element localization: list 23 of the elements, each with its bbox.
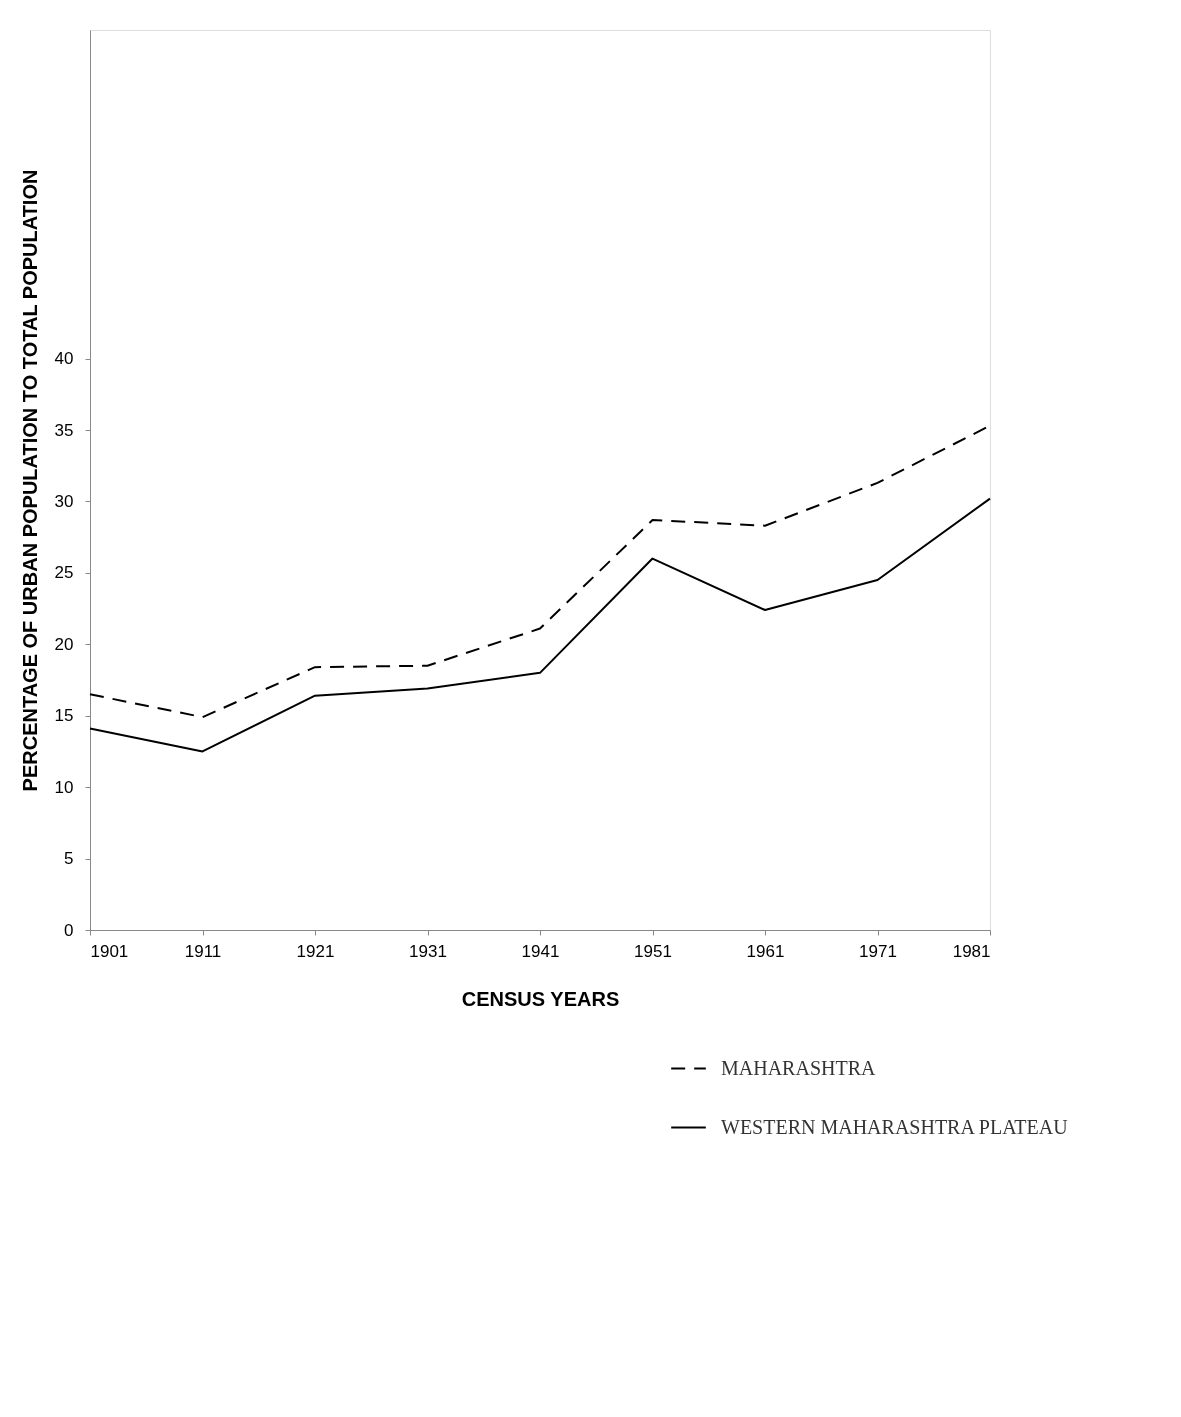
- legend-label: MAHARASHTRA: [721, 1056, 877, 1079]
- y-tick-label: 20: [54, 634, 74, 654]
- x-tick-label: 1961: [746, 941, 785, 961]
- x-tick-label: 1911: [184, 941, 222, 961]
- line-series: [89, 497, 991, 753]
- x-tick-label: 1951: [634, 941, 672, 961]
- y-tick-label: 5: [64, 849, 74, 869]
- x-tick-label: 1981: [952, 941, 991, 961]
- y-axis-title: PERCENTAGE OF URBAN POPULATION TO TOTAL POPULATION: [18, 169, 41, 792]
- x-tick-label: 1921: [296, 941, 335, 961]
- y-tick-label: 35: [54, 420, 74, 440]
- y-tick-label: 25: [54, 563, 74, 583]
- x-tick-label: 1941: [521, 941, 560, 961]
- y-tick-label: 0: [64, 920, 74, 940]
- y-tick-label: 40: [54, 349, 74, 369]
- x-tick-label: 1931: [409, 941, 447, 961]
- x-tick-label: 1971: [859, 941, 897, 961]
- legend-label: WESTERN MAHARASHTRA PLATEAU: [721, 1115, 1069, 1138]
- y-tick-label: 10: [54, 777, 74, 797]
- y-tick-label: 15: [54, 706, 74, 726]
- x-axis-title: CENSUS YEARS: [461, 987, 620, 1010]
- y-tick-label: 30: [54, 491, 74, 511]
- x-tick-label: 1901: [90, 941, 129, 961]
